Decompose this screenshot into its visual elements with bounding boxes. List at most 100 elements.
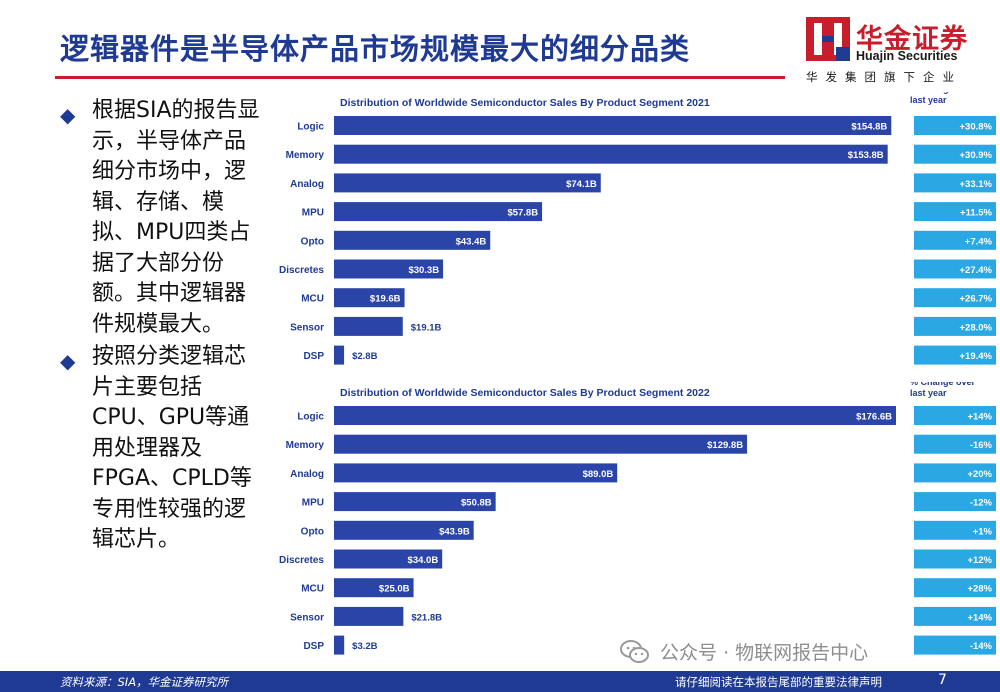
bar <box>334 173 601 193</box>
chart-2022-svg: Distribution of Worldwide Semiconductor … <box>279 382 996 655</box>
change-header-line: % Change over <box>910 382 976 387</box>
logo-subtitle: 华发集团旗下企业 <box>806 70 962 84</box>
chart-2021-svg: Distribution of Worldwide Semiconductor … <box>279 92 996 365</box>
change-box <box>914 202 996 222</box>
change-box <box>914 406 996 425</box>
change-box <box>914 230 996 250</box>
value-label: $176.6B <box>856 412 892 423</box>
logo-english-name: Huajin Securities <box>856 49 958 63</box>
change-box <box>914 288 996 308</box>
value-label: $19.1B <box>411 322 442 333</box>
category-label: DSP <box>303 641 324 652</box>
bar <box>334 406 896 425</box>
category-label: Opto <box>301 236 324 247</box>
change-box <box>914 578 996 598</box>
change-box <box>914 173 996 193</box>
change-label: +20% <box>967 469 992 480</box>
value-label: $3.2B <box>352 641 377 652</box>
company-logo: 华金证券 Huajin Securities 华发集团旗下企业 <box>806 17 986 87</box>
change-label: +14% <box>967 412 992 423</box>
change-header-line: last year <box>910 95 947 105</box>
change-label: +12% <box>967 555 992 566</box>
change-label: +14% <box>967 612 992 623</box>
change-label: +30.8% <box>960 122 993 133</box>
bar <box>334 144 888 164</box>
category-label: MPU <box>302 498 324 509</box>
category-label: MPU <box>302 208 324 219</box>
category-label: Opto <box>301 526 324 537</box>
change-box <box>914 345 996 365</box>
change-label: +7.4% <box>965 236 993 247</box>
bar <box>334 345 345 365</box>
bullet-text: 根据SIA的报告显示，半导体产品细分市场中，逻辑、存储、模拟、MPU四类占据了大… <box>92 98 260 337</box>
change-label: -14% <box>970 641 993 652</box>
category-label: Sensor <box>290 612 324 623</box>
diamond-bullet-icon: ◆ <box>60 349 76 373</box>
chart-title: Distribution of Worldwide Semiconductor … <box>340 387 710 399</box>
bar <box>334 434 748 454</box>
value-label: $25.0B <box>379 584 410 595</box>
change-label: +19.4% <box>960 351 993 362</box>
wechat-icon <box>620 639 649 663</box>
category-label: Logic <box>297 412 324 423</box>
watermark: 公众号 · 物联网报告中心 <box>620 638 868 668</box>
change-label: -12% <box>970 498 993 509</box>
source-note: 资料来源：SIA，华金证券研究所 <box>60 675 229 689</box>
value-label: $153.8B <box>848 150 884 161</box>
chart-title: Distribution of Worldwide Semiconductor … <box>340 97 710 109</box>
change-box <box>914 434 996 454</box>
change-label: +26.7% <box>960 294 993 305</box>
category-label: Memory <box>286 440 325 451</box>
bar <box>334 316 403 336</box>
bullet-item: ◆ 根据SIA的报告显示，半导体产品细分市场中，逻辑、存储、模拟、MPU四类占据… <box>60 96 265 340</box>
bar <box>334 606 404 626</box>
value-label: $50.8B <box>461 498 492 509</box>
change-header-line: last year <box>910 388 947 398</box>
bar <box>334 202 543 222</box>
bullet-text: 按照分类逻辑芯片主要包括CPU、GPU等通用处理器及FPGA、CPLD等专用性较… <box>92 344 252 552</box>
diamond-bullet-icon: ◆ <box>60 103 76 127</box>
category-label: Sensor <box>290 322 324 333</box>
value-label: $57.8B <box>507 208 538 219</box>
change-box <box>914 463 996 483</box>
change-box <box>914 549 996 569</box>
watermark-text: 公众号 · 物联网报告中心 <box>660 642 869 664</box>
bullet-item: ◆ 按照分类逻辑芯片主要包括CPU、GPU等通用处理器及FPGA、CPLD等专用… <box>60 342 265 556</box>
change-box <box>914 520 996 540</box>
change-box <box>914 116 996 135</box>
bar <box>334 259 444 279</box>
bar <box>334 288 405 308</box>
value-label: $34.0B <box>408 555 439 566</box>
chart-2022: Distribution of Worldwide Semiconductor … <box>270 382 1000 672</box>
change-label: +30.9% <box>960 150 993 161</box>
category-label: Analog <box>290 179 324 190</box>
category-label: Logic <box>297 122 324 133</box>
bar <box>334 635 345 655</box>
chart-2021: Distribution of Worldwide Semiconductor … <box>270 92 1000 382</box>
category-label: MCU <box>301 584 324 595</box>
change-box <box>914 606 996 626</box>
footer-bar: 资料来源：SIA，华金证券研究所 请仔细阅读在本报告尾部的重要法律声明 7 <box>0 671 1000 692</box>
change-box <box>914 492 996 512</box>
bar <box>334 230 491 250</box>
change-box <box>914 144 996 164</box>
value-label: $74.1B <box>566 179 597 190</box>
change-label: +33.1% <box>960 179 993 190</box>
bar <box>334 492 496 512</box>
value-label: $154.8B <box>851 122 887 133</box>
value-label: $21.8B <box>411 612 442 623</box>
bar <box>334 463 618 483</box>
category-label: Memory <box>286 150 325 161</box>
change-box <box>914 316 996 336</box>
bar <box>334 549 443 569</box>
value-label: $19.6B <box>370 294 401 305</box>
category-label: Analog <box>290 469 324 480</box>
value-label: $43.4B <box>456 236 487 247</box>
logo-chinese-name: 华金证券 <box>856 24 968 55</box>
value-label: $43.9B <box>439 526 470 537</box>
page-title: 逻辑器件是半导体产品市场规模最大的细分品类 <box>60 32 691 66</box>
value-label: $89.0B <box>583 469 614 480</box>
category-label: MCU <box>301 294 324 305</box>
